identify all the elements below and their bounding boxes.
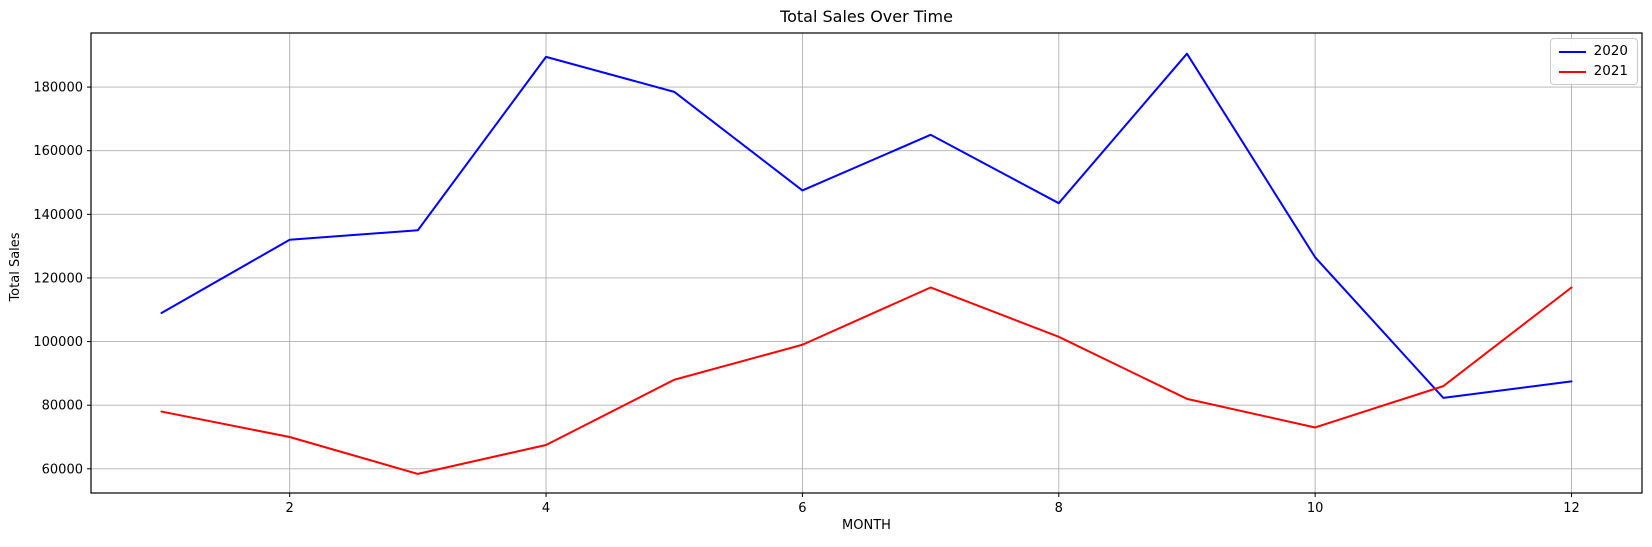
legend-line-sample-2021: [1558, 70, 1586, 73]
y-tick-label: 100000: [33, 335, 83, 350]
y-tick-label: 180000: [33, 81, 83, 96]
series-line-2020: [160, 52, 1573, 399]
y-tick-label: 160000: [33, 144, 83, 159]
series-line-2021: [160, 286, 1573, 475]
x-tick-label: 10: [1307, 501, 1324, 516]
plot-border: [90, 32, 1643, 494]
legend-entry-2020: 2020: [1558, 43, 1628, 59]
x-axis-label: MONTH: [842, 518, 891, 533]
x-tick-label: 4: [542, 501, 550, 516]
x-tick-label: 12: [1563, 501, 1580, 516]
legend: 2020 2021: [1549, 38, 1638, 85]
legend-label-2020: 2020: [1593, 43, 1628, 59]
chart-title: Total Sales Over Time: [780, 7, 953, 26]
y-tick-label: 140000: [33, 208, 83, 223]
y-tick-label: 60000: [42, 462, 83, 477]
x-tick-label: 8: [1055, 501, 1063, 516]
y-tick-label: 120000: [33, 271, 83, 286]
x-tick-label: 6: [798, 501, 806, 516]
legend-label-2021: 2021: [1593, 63, 1628, 79]
legend-line-sample-2020: [1558, 50, 1586, 53]
legend-entry-2021: 2021: [1558, 63, 1628, 79]
y-tick-label: 80000: [42, 399, 83, 414]
y-axis-label: Total Sales: [8, 232, 23, 302]
x-tick-label: 2: [286, 501, 294, 516]
